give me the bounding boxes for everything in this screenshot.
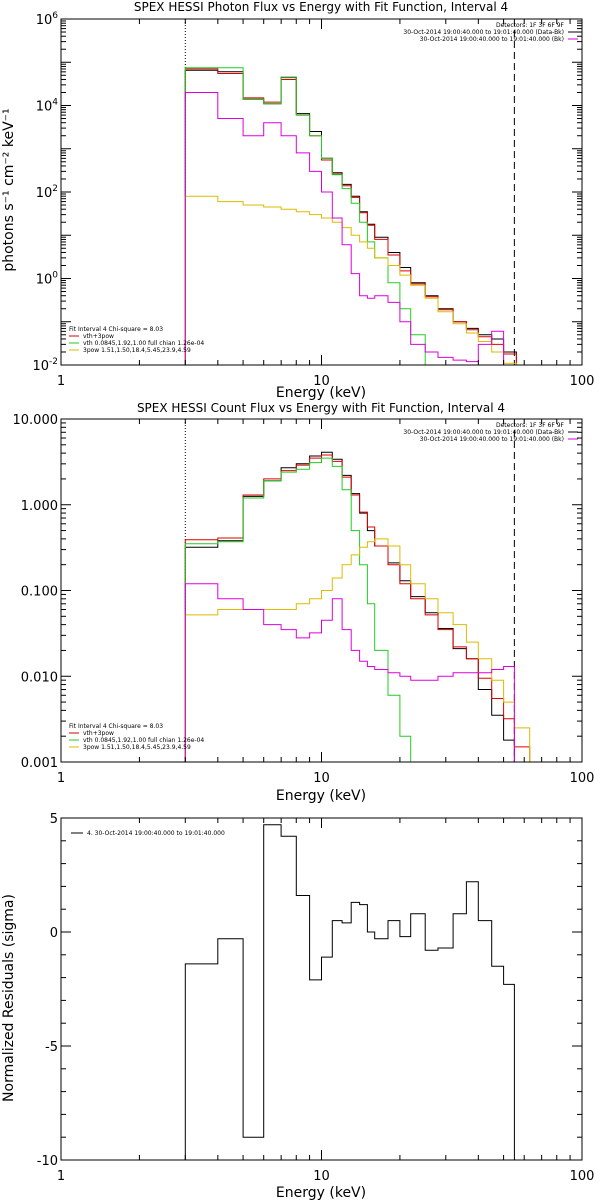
legend-bottom-entry: vth 0.0845,1.92,1.00 full chian 1.26e-04 xyxy=(83,737,204,744)
x-tick-label: 10 xyxy=(313,374,330,389)
plot-area xyxy=(184,19,531,365)
photon-flux-panel: SPEX HESSI Photon Flux vs Energy with Fi… xyxy=(1,0,595,401)
legend-bottom-entry: 3pow 1.51,1.50,18.4,5.45,23.9,4.59 xyxy=(83,744,191,751)
legend-bottom-entry: vth+3pow xyxy=(83,730,114,737)
count-flux-panel: SPEX HESSI Count Flux vs Energy with Fit… xyxy=(13,401,595,804)
photon-flux-title: SPEX HESSI Photon Flux vs Energy with Fi… xyxy=(134,0,508,14)
legend-top-entry: Detectors: 1F 3F 6F 9F xyxy=(496,22,565,29)
legend-top-entry: 30-Oct-2014 19:00:40.000 to 19:01:40.000… xyxy=(420,36,564,43)
series-3-pow-line xyxy=(184,195,517,365)
legend-entry: 4. 30-Oct-2014 19:00:40.000 to 19:01:40.… xyxy=(87,830,225,837)
plot-frame xyxy=(60,817,583,1161)
y-tick-label: -5 xyxy=(45,1040,58,1055)
legend-bottom-entry: vth 0.0845,1.92,1.00 full chian 1.26e-04 xyxy=(83,340,204,347)
count-flux-title: SPEX HESSI Count Flux vs Energy with Fit… xyxy=(137,401,505,415)
x-tick-label: 1 xyxy=(57,374,65,389)
plot-area xyxy=(184,824,515,1160)
legend-top-entry: 30-Oct-2014 19:00:40.000 to 19:01:40.000… xyxy=(403,29,564,36)
y-tick-label: 1.000 xyxy=(21,499,58,514)
residuals-ylabel: Normalized Residuals (sigma) xyxy=(1,894,17,1102)
y-tick-label: 0.100 xyxy=(21,585,58,600)
residuals-xlabel: Energy (keV) xyxy=(276,1185,366,1200)
legend-bottom-entry: vth+3pow xyxy=(83,333,114,340)
series-1-total-line xyxy=(184,454,531,762)
y-tick-label: 5 xyxy=(50,812,58,827)
legend-top-entry: 30-Oct-2014 19:00:40.000 to 19:01:40.000… xyxy=(420,436,564,443)
legend-bottom-entry: 3pow 1.51,1.50,18.4,5.45,23.9,4.59 xyxy=(83,347,191,354)
x-tick-label: 10 xyxy=(313,771,330,786)
legend-top-entry: 30-Oct-2014 19:00:40.000 to 19:01:40.000… xyxy=(403,429,564,436)
residuals-panel: Energy (keV) Normalized Residuals (sigma… xyxy=(1,812,594,1200)
x-tick-label: 10 xyxy=(313,1169,330,1184)
plot-area xyxy=(184,419,542,762)
y-tick-label: -10 xyxy=(37,1154,58,1169)
y-tick-label: 102 xyxy=(36,184,58,201)
series-4-bk-line xyxy=(184,92,505,365)
x-tick-label: 1 xyxy=(57,1169,65,1184)
legend-top-entry: Detectors: 1F 3F 6F 9F xyxy=(496,422,565,429)
series-0-data-line xyxy=(184,451,515,762)
x-tick-label: 1 xyxy=(57,771,65,786)
photon-flux-xlabel: Energy (keV) xyxy=(276,385,366,401)
y-tick-label: 106 xyxy=(36,11,59,28)
series-4-bk-line xyxy=(184,583,515,762)
legend-bottom-entry: Fit Interval 4 Chi-square = 8.03 xyxy=(69,723,163,730)
series-3-pow-line xyxy=(184,538,542,762)
x-tick-label: 100 xyxy=(570,1169,595,1184)
y-tick-label: 104 xyxy=(36,98,59,115)
y-tick-label: 0.001 xyxy=(21,756,58,771)
y-tick-label: 10.000 xyxy=(13,413,59,428)
x-tick-label: 100 xyxy=(570,771,595,786)
count-flux-xlabel: Energy (keV) xyxy=(276,788,366,804)
photon-flux-ylabel: photons s⁻¹ cm⁻² keV⁻¹ xyxy=(1,108,17,271)
series-0-data-line xyxy=(184,69,531,365)
y-tick-label: 0 xyxy=(50,926,58,941)
y-tick-label: 10-2 xyxy=(32,357,58,374)
series-2-vth-line xyxy=(184,457,412,762)
y-tick-label: 100 xyxy=(36,271,59,288)
x-tick-label: 100 xyxy=(570,374,595,389)
legend-bottom-entry: Fit Interval 4 Chi-square = 8.03 xyxy=(69,326,163,333)
series-0-data-line xyxy=(184,824,515,1160)
series-2-vth-line xyxy=(184,67,439,365)
y-tick-label: 0.010 xyxy=(21,670,58,685)
